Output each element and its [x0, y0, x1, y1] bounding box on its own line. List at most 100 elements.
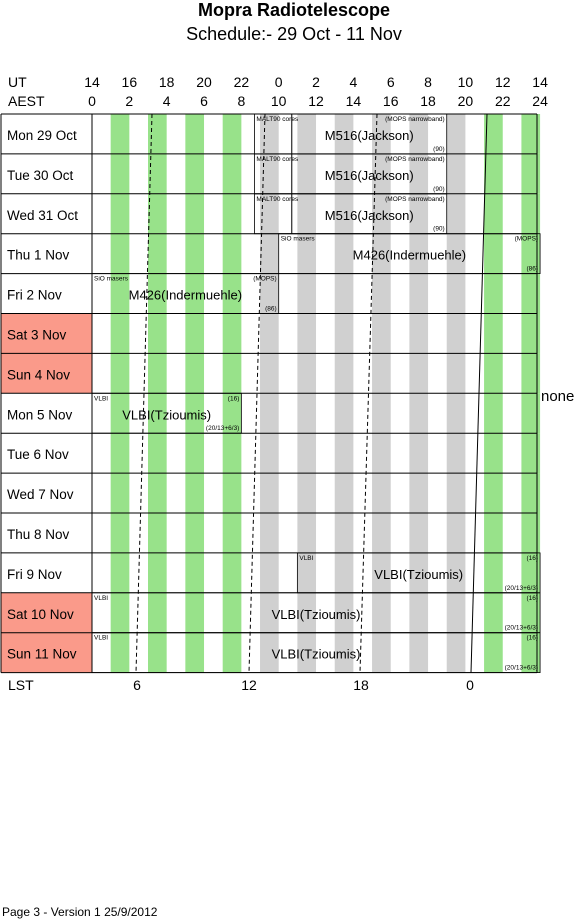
time-stripe [409, 353, 429, 394]
time-stripe [446, 552, 466, 593]
booking-code: (86) [265, 306, 277, 313]
time-stripe [185, 353, 205, 394]
time-stripe [222, 632, 242, 673]
time-stripe [148, 592, 167, 633]
time-stripe [110, 592, 130, 633]
time-stripe [521, 114, 541, 154]
time-stripe [372, 273, 391, 314]
time-stripe [110, 632, 130, 673]
booking-receiver: VLBI [94, 395, 108, 402]
ut-tick-label: 12 [494, 74, 511, 90]
time-stripe [372, 632, 391, 673]
booking-backend: (MOPS) [253, 276, 276, 283]
time-stripe [260, 393, 279, 434]
time-stripe [372, 473, 391, 513]
time-stripe [110, 433, 130, 474]
time-stripe [484, 313, 503, 354]
booking-code: (20/13+6/3) [505, 625, 538, 632]
booking-project: VLBI(Tzioumis) [272, 607, 361, 622]
time-stripe [185, 473, 205, 513]
aest-tick-label: 24 [532, 93, 548, 109]
time-stripe [260, 513, 279, 553]
time-stripe [521, 632, 541, 673]
time-stripe [484, 592, 503, 633]
day-label: Wed 31 Oct [7, 208, 78, 223]
aest-tick-label: 10 [270, 93, 287, 109]
booking-code: (20/13+6/3) [505, 585, 538, 592]
time-stripe [409, 153, 429, 194]
time-stripe [372, 552, 391, 593]
time-stripe [484, 193, 503, 234]
time-stripe [185, 273, 205, 314]
time-stripe [484, 353, 503, 394]
ut-tick-label: 10 [457, 74, 474, 90]
lst-zero-line [470, 113, 488, 673]
day-label: Sat 10 Nov [7, 607, 74, 622]
day-label: Fri 9 Nov [7, 567, 62, 582]
time-stripe [334, 473, 354, 513]
time-stripe [297, 273, 317, 314]
ut-tick-label: 0 [274, 74, 283, 90]
time-stripe [185, 592, 205, 633]
booking-backend: (16) [228, 395, 240, 402]
lst-tick-label: 0 [466, 677, 474, 693]
lst-tick-label: 18 [353, 677, 369, 693]
time-stripe [521, 552, 541, 593]
time-stripe [110, 193, 130, 234]
time-stripe [521, 353, 541, 394]
weekend-day-cell [1, 632, 92, 673]
time-stripe [334, 273, 354, 314]
time-stripe [297, 233, 317, 274]
ut-tick-label: 16 [121, 74, 138, 90]
time-stripe [222, 233, 242, 274]
time-stripe [297, 153, 317, 194]
booking-backend: (16) [527, 595, 539, 602]
day-label: Mon 5 Nov [7, 407, 73, 422]
time-stripe [260, 273, 279, 314]
page-footer: Page 3 - Version 1 25/9/2012 [2, 905, 158, 919]
aest-tick-label: 2 [125, 93, 134, 109]
lst-line [135, 113, 153, 673]
time-stripe [446, 233, 466, 274]
time-stripe [446, 353, 466, 394]
time-stripe [334, 433, 354, 474]
time-stripe [148, 513, 167, 553]
weekend-day-cell [1, 353, 92, 394]
time-stripe [297, 592, 317, 633]
time-stripe [297, 193, 317, 234]
time-stripe [260, 193, 279, 234]
day-label: Tue 30 Oct [7, 168, 74, 183]
time-stripe [297, 313, 317, 354]
time-stripe [334, 393, 354, 434]
aest-tick-label: 6 [200, 93, 208, 109]
time-stripe [446, 433, 466, 474]
time-stripe [185, 632, 205, 673]
aest-tick-label: 8 [237, 93, 246, 109]
booking-receiver: VLBI [299, 555, 313, 562]
time-stripe [372, 353, 391, 394]
time-stripe [446, 313, 466, 354]
time-stripe [297, 114, 317, 154]
time-stripe [222, 114, 242, 154]
time-stripe [297, 393, 317, 434]
aest-tick-label: 12 [308, 93, 324, 109]
time-stripe [484, 473, 503, 513]
time-stripe [185, 193, 205, 234]
time-stripe [446, 273, 466, 314]
time-stripe [446, 473, 466, 513]
time-stripe [409, 393, 429, 434]
booking-receiver: MALT90 cores [256, 196, 299, 203]
booking-code: (90) [433, 186, 445, 193]
booking-code: (90) [433, 146, 445, 153]
time-stripe [110, 552, 130, 593]
day-label: Wed 7 Nov [7, 487, 74, 502]
lst-axis-label: LST [8, 677, 34, 693]
ut-axis-label: UT [8, 74, 27, 90]
time-stripe [372, 393, 391, 434]
time-stripe [521, 433, 541, 474]
booking-backend: (16) [527, 555, 539, 562]
booking-code: (86) [527, 266, 539, 273]
time-stripe [484, 433, 503, 474]
time-stripe [484, 233, 503, 274]
time-stripe [372, 193, 391, 234]
